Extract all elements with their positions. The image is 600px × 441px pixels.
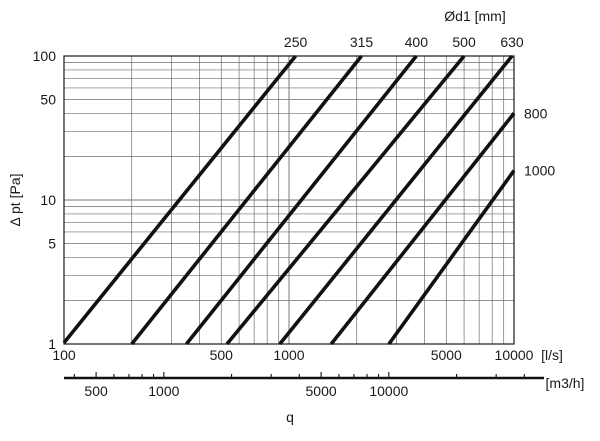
series-line-400 <box>185 54 418 346</box>
y-tick-label: 100 <box>33 48 57 64</box>
y-tick-label: 50 <box>40 91 56 107</box>
series-label-315: 315 <box>350 34 374 50</box>
series-line-500 <box>225 54 466 346</box>
legend-title: Ød1 [mm] <box>444 8 505 24</box>
series-line-250 <box>62 54 298 344</box>
x-unit-label: [l/s] <box>541 347 563 363</box>
x2-unit-label: [m3/h] <box>546 375 585 391</box>
y-tick-label: 5 <box>48 235 56 251</box>
x2-tick-label: 1000 <box>148 383 179 399</box>
series-line-800 <box>329 112 516 346</box>
series-label-500: 500 <box>452 34 476 50</box>
x2-tick-label: 500 <box>84 383 108 399</box>
series-label-400: 400 <box>405 34 429 50</box>
series-label-1000: 1000 <box>524 163 555 179</box>
y-axis-title: Δ pt [Pa] <box>7 174 23 227</box>
secondary-x-axis: 500 1000 5000 10000 <box>64 372 544 399</box>
series-label-250: 250 <box>284 34 308 50</box>
x-tick-label: 100 <box>52 347 76 363</box>
x-tick-label: 5000 <box>431 347 462 363</box>
x-tick-label: 500 <box>210 347 234 363</box>
series-labels: 250 315 400 500 630 800 1000 <box>284 34 555 179</box>
series-line-1000 <box>387 169 516 346</box>
y-tick-labels: 1 5 10 50 100 <box>33 48 57 352</box>
x-tick-label: 10000 <box>495 347 534 363</box>
y-tick-label: 1 <box>48 336 56 352</box>
series-line-315 <box>130 54 363 346</box>
x-axis-title: q <box>286 409 294 425</box>
y-tick-label: 10 <box>40 192 56 208</box>
series-lines <box>62 54 516 346</box>
x-tick-label: 1000 <box>273 347 304 363</box>
series-label-630: 630 <box>500 34 524 50</box>
x2-tick-label: 10000 <box>369 383 408 399</box>
plot-frame <box>63 55 515 345</box>
series-line-630 <box>278 54 514 346</box>
series-label-800: 800 <box>524 105 548 121</box>
x2-tick-label: 5000 <box>306 383 337 399</box>
x-tick-labels: 100 500 1000 5000 10000 <box>52 347 533 363</box>
